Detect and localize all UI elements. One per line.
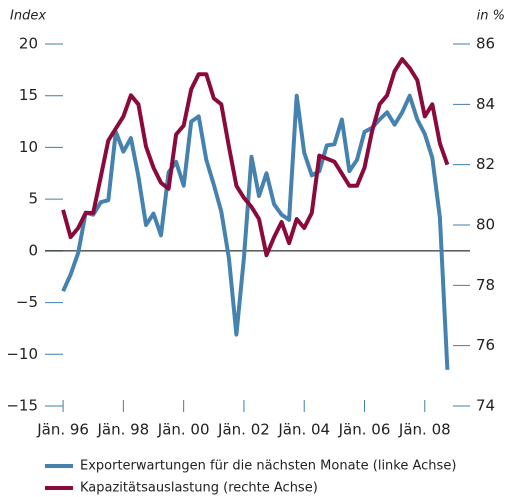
y2-tick-label: 84 bbox=[476, 95, 495, 113]
y2-tick-label: 86 bbox=[476, 35, 495, 53]
x-tick-label: Jän. 02 bbox=[217, 421, 270, 439]
y-tick-label: 20 bbox=[19, 35, 38, 53]
series-line bbox=[61, 57, 450, 258]
y2-tick-label: 80 bbox=[476, 216, 495, 234]
legend-label: Exporterwartungen für die nächsten Monat… bbox=[80, 459, 456, 474]
y2-tick-label: 82 bbox=[476, 155, 495, 173]
y2-axis-title: in % bbox=[477, 9, 505, 24]
x-tick-label: Jän. 96 bbox=[36, 421, 89, 439]
x-tick-label: Jän. 00 bbox=[157, 421, 210, 439]
series-line bbox=[61, 93, 450, 370]
y2-tick-label: 76 bbox=[476, 336, 495, 354]
legend-label: Kapazitätsauslastung (rechte Achse) bbox=[80, 481, 318, 496]
y-tick-label: −5 bbox=[16, 293, 38, 311]
y-tick-label: 15 bbox=[19, 86, 38, 104]
y-tick-label: 0 bbox=[28, 241, 38, 259]
y-tick-label: −10 bbox=[6, 345, 38, 363]
x-tick-label: Jän. 04 bbox=[277, 421, 330, 439]
x-tick-label: Jän. 08 bbox=[398, 421, 451, 439]
x-tick-label: Jän. 98 bbox=[96, 421, 149, 439]
y-tick-label: −15 bbox=[6, 397, 38, 415]
y2-tick-label: 78 bbox=[476, 276, 495, 294]
y-tick-label: 5 bbox=[28, 190, 38, 208]
x-tick-label: Jän. 06 bbox=[338, 421, 391, 439]
y-tick-label: 10 bbox=[19, 138, 38, 156]
y-axis-title: Index bbox=[10, 9, 46, 24]
y2-tick-label: 74 bbox=[476, 397, 495, 415]
